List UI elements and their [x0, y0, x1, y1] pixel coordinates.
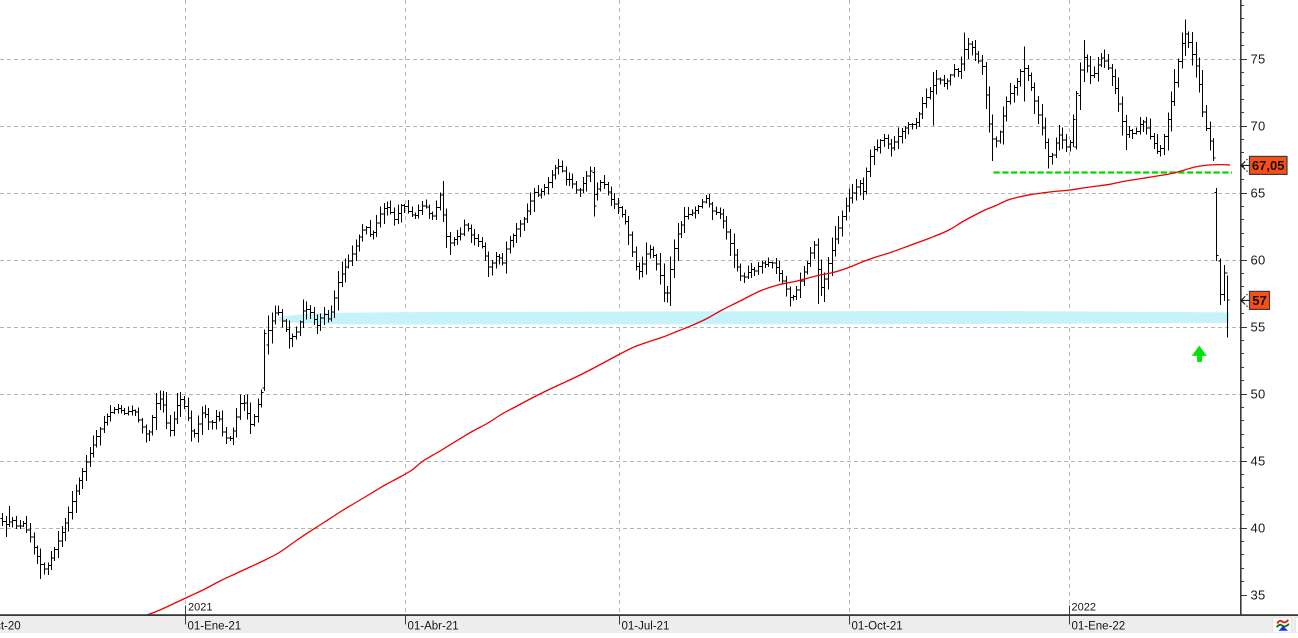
svg-text:65: 65	[1251, 186, 1266, 201]
svg-text:01-Oct-20: 01-Oct-20	[0, 621, 21, 633]
svg-text:01-Jul-21: 01-Jul-21	[622, 621, 670, 633]
svg-text:01-Ene-21: 01-Ene-21	[188, 621, 242, 633]
svg-text:45: 45	[1251, 454, 1266, 469]
svg-text:01-Abr-21: 01-Abr-21	[408, 621, 459, 633]
svg-text:50: 50	[1251, 387, 1266, 402]
svg-text:01-Oct-21: 01-Oct-21	[852, 621, 903, 633]
svg-text:55: 55	[1251, 320, 1266, 335]
svg-text:35: 35	[1251, 588, 1266, 603]
svg-text:40: 40	[1251, 521, 1266, 536]
svg-text:01-Ene-22: 01-Ene-22	[1072, 621, 1126, 633]
svg-text:67,05: 67,05	[1252, 158, 1285, 173]
svg-text:2021: 2021	[188, 602, 212, 614]
svg-text:75: 75	[1251, 52, 1266, 67]
svg-text:60: 60	[1251, 253, 1266, 268]
svg-text:57: 57	[1252, 293, 1266, 308]
svg-text:70: 70	[1251, 119, 1266, 134]
svg-text:2022: 2022	[1072, 602, 1096, 614]
